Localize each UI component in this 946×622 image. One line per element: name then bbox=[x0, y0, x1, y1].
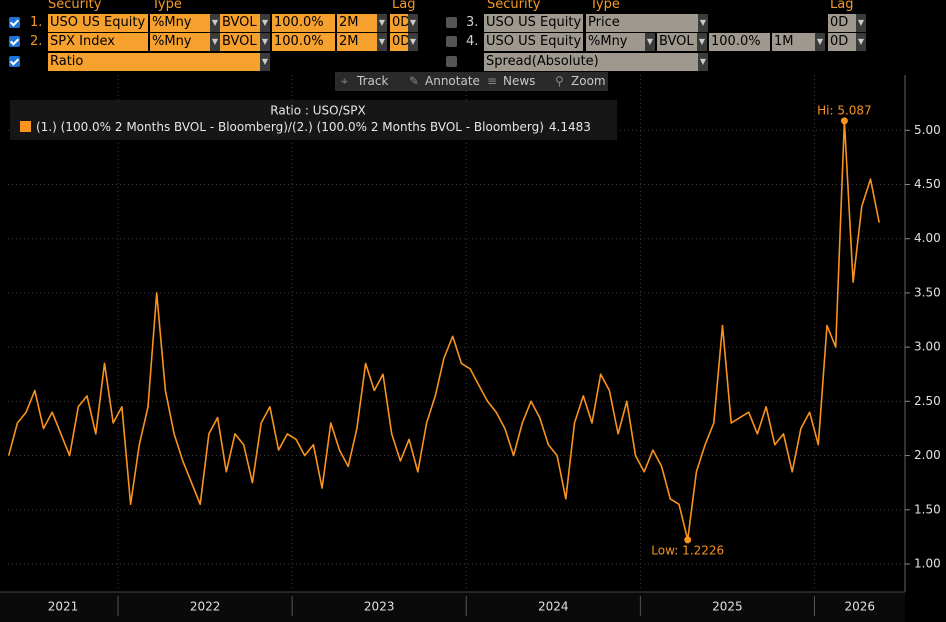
annotation-marker bbox=[684, 536, 692, 544]
dropdown-arrow[interactable]: ▼ bbox=[260, 14, 270, 32]
y-tick-label: 1.00 bbox=[914, 556, 941, 570]
toolbar-button[interactable]: Zoom bbox=[571, 74, 606, 88]
field[interactable]: Ratio bbox=[48, 53, 260, 71]
dropdown-arrow[interactable]: ▼ bbox=[377, 33, 387, 51]
x-tick-label: 2025 bbox=[712, 600, 743, 614]
row-number: 3. bbox=[466, 15, 479, 30]
field[interactable]: 2M bbox=[337, 14, 377, 32]
toolbar: ⌖ Track ✎ Annotate ≡ News ⚲ Zoom bbox=[335, 72, 608, 91]
column-header: Lag bbox=[392, 0, 416, 12]
legend-title: Ratio : USO/SPX bbox=[270, 104, 365, 118]
y-tick-label: 4.00 bbox=[914, 231, 941, 245]
toolbar-button[interactable]: News bbox=[503, 74, 536, 88]
field[interactable]: %Mny bbox=[150, 14, 210, 32]
dropdown-arrow[interactable]: ▼ bbox=[377, 14, 387, 32]
dropdown-arrow[interactable]: ▼ bbox=[408, 33, 418, 51]
legend-entry: (1.) (100.0% 2 Months BVOL - Bloomberg)/… bbox=[36, 120, 591, 134]
field[interactable]: Spread(Absolute) bbox=[484, 53, 698, 71]
column-header: Security bbox=[48, 0, 102, 12]
field[interactable]: %Mny bbox=[150, 33, 210, 51]
row-number: 1. bbox=[30, 15, 43, 30]
field[interactable]: 1M bbox=[772, 33, 815, 51]
toolbar-icon[interactable]: ≡ bbox=[487, 74, 498, 88]
column-header: Type bbox=[152, 0, 182, 12]
x-tick-label: 2024 bbox=[538, 600, 569, 614]
field[interactable]: 0D bbox=[828, 33, 856, 51]
y-tick-label: 2.50 bbox=[914, 394, 941, 408]
dropdown-arrow[interactable]: ▼ bbox=[260, 33, 270, 51]
x-tick-label: 2026 bbox=[844, 600, 875, 614]
column-header: Type bbox=[590, 0, 620, 12]
series-line bbox=[7, 120, 880, 541]
x-tick-label: 2023 bbox=[364, 600, 395, 614]
dropdown-arrow[interactable]: ▼ bbox=[210, 33, 220, 51]
field[interactable]: 100.0% bbox=[709, 33, 770, 51]
legend-box bbox=[10, 100, 617, 140]
dropdown-arrow[interactable]: ▼ bbox=[856, 14, 866, 32]
toolbar-icon[interactable]: ✎ bbox=[409, 74, 420, 88]
field[interactable]: BVOL bbox=[220, 33, 260, 51]
toolbar-icon[interactable]: ⚲ bbox=[555, 74, 564, 88]
field[interactable]: 0D bbox=[828, 14, 856, 32]
annotation-marker bbox=[840, 117, 848, 125]
dropdown-arrow[interactable]: ▼ bbox=[697, 33, 707, 51]
column-header: Lag bbox=[830, 0, 854, 12]
legend-swatch bbox=[20, 121, 31, 132]
dropdown-arrow[interactable]: ▼ bbox=[645, 33, 655, 51]
field[interactable]: 100.0% bbox=[272, 14, 335, 32]
field[interactable]: USO US Equity bbox=[48, 14, 148, 32]
x-axis-band bbox=[0, 592, 905, 622]
x-tick-label: 2021 bbox=[48, 600, 79, 614]
dropdown-arrow[interactable]: ▼ bbox=[260, 53, 270, 71]
y-tick-label: 5.00 bbox=[914, 123, 941, 137]
dropdown-arrow[interactable]: ▼ bbox=[698, 14, 708, 32]
checkbox[interactable] bbox=[9, 56, 20, 67]
checkbox[interactable] bbox=[446, 17, 457, 28]
field[interactable]: 0D bbox=[390, 33, 408, 51]
field[interactable]: Price bbox=[586, 14, 698, 32]
field[interactable]: USO US Equity bbox=[484, 14, 583, 32]
dropdown-arrow[interactable]: ▼ bbox=[698, 53, 708, 71]
y-tick-label: 4.50 bbox=[914, 177, 941, 191]
y-tick-label: 2.00 bbox=[914, 448, 941, 462]
field[interactable]: BVOL bbox=[657, 33, 697, 51]
field[interactable]: %Mny bbox=[586, 33, 645, 51]
row-number: 4. bbox=[466, 34, 479, 49]
y-tick-label: 3.50 bbox=[914, 285, 941, 299]
checkbox[interactable] bbox=[9, 36, 20, 47]
field[interactable]: USO US Equity bbox=[484, 33, 583, 51]
checkbox[interactable] bbox=[446, 56, 457, 67]
field[interactable]: 0D bbox=[390, 14, 408, 32]
annotation-label: Low: 1.2226 bbox=[651, 543, 724, 557]
dropdown-arrow[interactable]: ▼ bbox=[815, 33, 825, 51]
legend-name: (1.) (100.0% 2 Months BVOL - Bloomberg)/… bbox=[36, 120, 544, 134]
y-tick-label: 1.50 bbox=[914, 502, 941, 516]
legend-last-value: 4.1483 bbox=[549, 120, 591, 134]
dropdown-arrow[interactable]: ▼ bbox=[210, 14, 220, 32]
field[interactable]: 2M bbox=[337, 33, 377, 51]
checkbox[interactable] bbox=[9, 17, 20, 28]
field[interactable]: SPX Index bbox=[48, 33, 148, 51]
toolbar-button[interactable]: Track bbox=[357, 74, 389, 88]
checkbox[interactable] bbox=[446, 36, 457, 47]
field[interactable]: BVOL bbox=[220, 14, 260, 32]
dropdown-arrow[interactable]: ▼ bbox=[408, 14, 418, 32]
dropdown-arrow[interactable]: ▼ bbox=[856, 33, 866, 51]
annotation-label: Hi: 5.087 bbox=[817, 103, 872, 117]
y-tick-label: 3.00 bbox=[914, 340, 941, 354]
toolbar-icon[interactable]: ⌖ bbox=[341, 74, 348, 88]
field[interactable]: 100.0% bbox=[272, 33, 335, 51]
x-tick-label: 2022 bbox=[190, 600, 221, 614]
toolbar-button[interactable]: Annotate bbox=[425, 74, 480, 88]
column-header: Security bbox=[487, 0, 541, 12]
row-number: 2. bbox=[30, 34, 43, 49]
